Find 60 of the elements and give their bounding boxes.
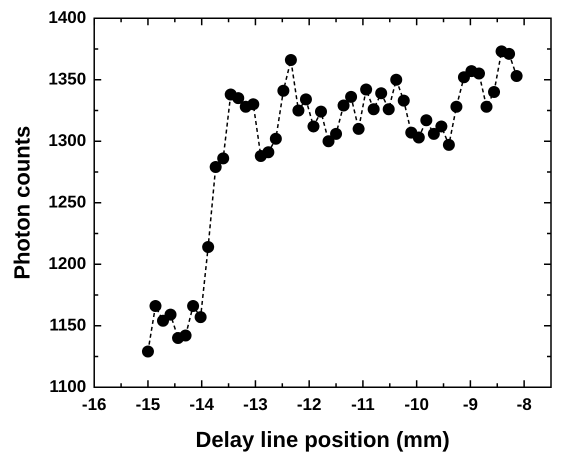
y-axis-title: Photon counts [9,126,34,280]
point [270,132,282,145]
point [247,98,260,110]
y-tick-label: 1300 [48,130,86,150]
point [284,54,297,66]
point [428,128,440,140]
point [330,128,342,140]
point [472,68,485,80]
point [368,103,380,116]
point [149,300,162,312]
point [382,103,395,116]
point [338,100,350,112]
point [307,120,320,132]
y-tick-label: 1250 [48,192,86,212]
x-tick-label: -16 [82,395,107,414]
point [352,122,365,135]
point [480,100,493,113]
x-axis-title: Delay line position (mm) [195,426,450,452]
point [180,330,192,342]
point [435,120,448,132]
point [390,74,402,86]
point [314,106,327,118]
point [217,152,230,164]
point [187,300,200,312]
point [488,86,500,98]
point [277,84,290,97]
point [345,90,358,103]
x-tick-label: -11 [351,395,375,414]
point [194,311,207,324]
x-tick-label: -15 [136,395,160,414]
point [420,114,432,126]
point [232,92,244,104]
y-tick-label: 1100 [49,376,86,396]
point [202,240,214,253]
point [510,70,523,82]
x-tick-label: -13 [243,395,268,414]
x-tick-label: -12 [296,395,322,414]
point [157,314,170,327]
point [442,138,455,151]
point [360,84,372,96]
point [262,146,274,158]
point [292,104,304,116]
point [412,132,425,144]
point [322,135,335,148]
x-tick-label: -9 [462,395,478,414]
x-tick-label: -10 [404,395,429,414]
point [450,100,462,113]
point [503,48,516,60]
point [210,161,222,174]
y-tick-label: 1150 [49,315,86,334]
y-tick-label: 1350 [48,69,86,88]
point [398,94,410,107]
x-tick-label: -8 [516,395,532,414]
y-tick-label: 1200 [48,254,86,273]
point [375,87,388,100]
x-tick-label: -14 [189,395,215,414]
point [142,346,154,358]
point [300,93,312,106]
y-tick-label: 1400 [48,8,86,27]
point [164,308,177,321]
